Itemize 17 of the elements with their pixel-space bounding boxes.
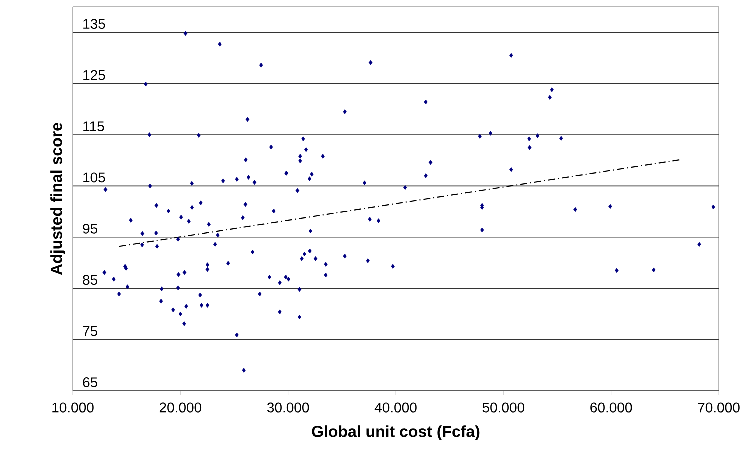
y-tick-label: 115 xyxy=(84,122,104,132)
x-tick-label: 10.000 xyxy=(52,402,94,413)
y-tick-label: 105 xyxy=(84,172,106,183)
x-tick-label: 70.000 xyxy=(698,402,740,413)
y-axis-title: Adjusted final score xyxy=(50,123,66,276)
x-axis-title: Global unit cost (Fcfa) xyxy=(312,426,480,440)
x-tick-label: 50.000 xyxy=(482,402,525,413)
x-tick-label: 30.000 xyxy=(267,402,310,413)
y-tick-label: 85 xyxy=(83,275,98,286)
y-tick-label: 135 xyxy=(84,19,106,30)
x-tick-label: 20.000 xyxy=(160,402,202,413)
y-tick-label: 125 xyxy=(84,70,106,80)
x-tick-label: 60.000 xyxy=(590,402,632,413)
x-tick-label: 40.000 xyxy=(374,402,417,413)
y-tick-label: 95 xyxy=(83,224,98,234)
y-tick-label: 65 xyxy=(83,378,98,388)
y-tick-label: 75 xyxy=(83,326,98,336)
